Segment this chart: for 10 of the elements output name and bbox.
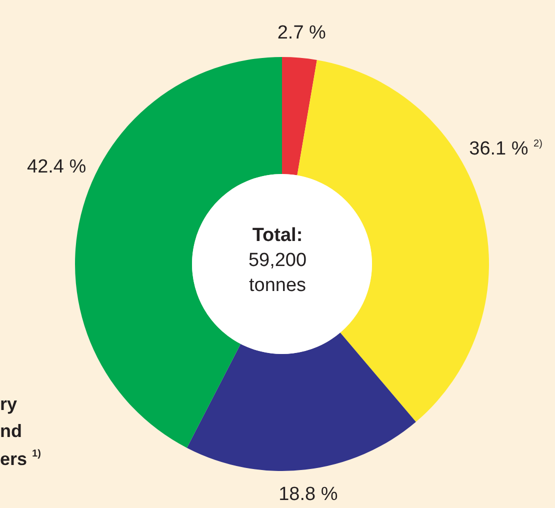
text: ers 1) — [0, 448, 41, 469]
text: tonnes — [248, 275, 306, 296]
text: ry — [0, 394, 18, 414]
text: 59,200 — [248, 250, 307, 271]
text: nd — [0, 421, 22, 441]
data-label: 36.1 % 2) — [469, 138, 542, 160]
data-label: 42.4 % — [27, 156, 86, 178]
data-label: 2.7 % — [277, 22, 326, 44]
data-label: 18.8 % — [278, 484, 338, 506]
text: Total: — [252, 225, 303, 246]
